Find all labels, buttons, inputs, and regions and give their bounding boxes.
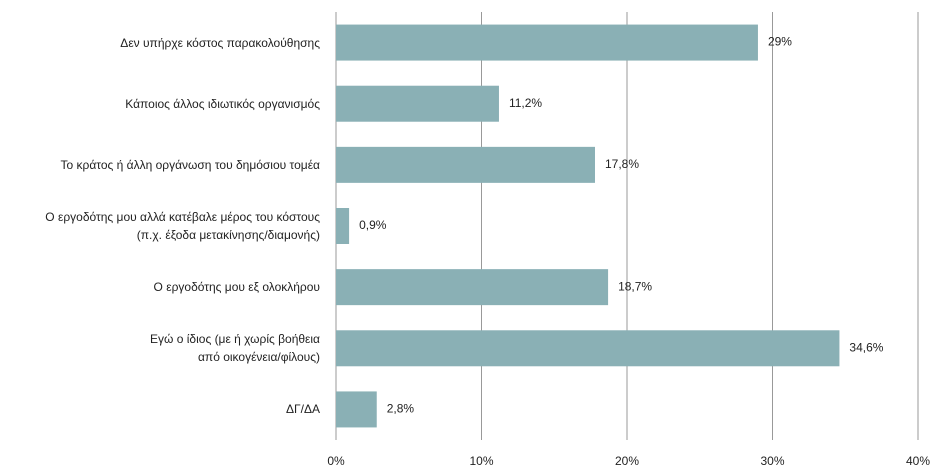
bar (336, 146, 595, 183)
value-label: 17,8% (605, 157, 639, 171)
value-label: 18,7% (618, 279, 652, 293)
bar (336, 85, 499, 122)
category-label: Δεν υπήρχε κόστος παρακολούθησης (120, 35, 320, 50)
x-tick-label: 10% (469, 454, 493, 468)
value-label: 34,6% (849, 340, 883, 354)
value-label: 29% (768, 35, 792, 49)
category-label: Εγώ ο ίδιος (με ή χωρίς βοήθεια από οικο… (150, 332, 320, 365)
value-label: 11,2% (509, 96, 542, 110)
category-label: Ο εργοδότης μου αλλά κατέβαλε μέρος του … (45, 210, 320, 242)
category-label: Ο εργοδότης μου εξ ολοκλήρου (153, 280, 320, 295)
bar (336, 208, 350, 244)
x-tick-label: 20% (615, 454, 639, 468)
value-label: 2,8% (387, 402, 415, 416)
x-tick-label: 30% (760, 454, 784, 468)
category-label: Το κράτος ή άλλη οργάνωση του δημόσιου τ… (60, 157, 321, 172)
bar (336, 391, 377, 428)
bar (336, 24, 758, 61)
category-label: Κάποιος άλλος ιδιωτικός οργανισμός (125, 96, 320, 111)
category-label: ΔΓ/ΔΑ (286, 402, 320, 417)
value-label: 0,9% (359, 218, 387, 232)
x-tick-label: 0% (327, 454, 345, 468)
x-tick-label: 40% (906, 454, 930, 468)
bar (336, 330, 840, 367)
bar (336, 269, 609, 306)
